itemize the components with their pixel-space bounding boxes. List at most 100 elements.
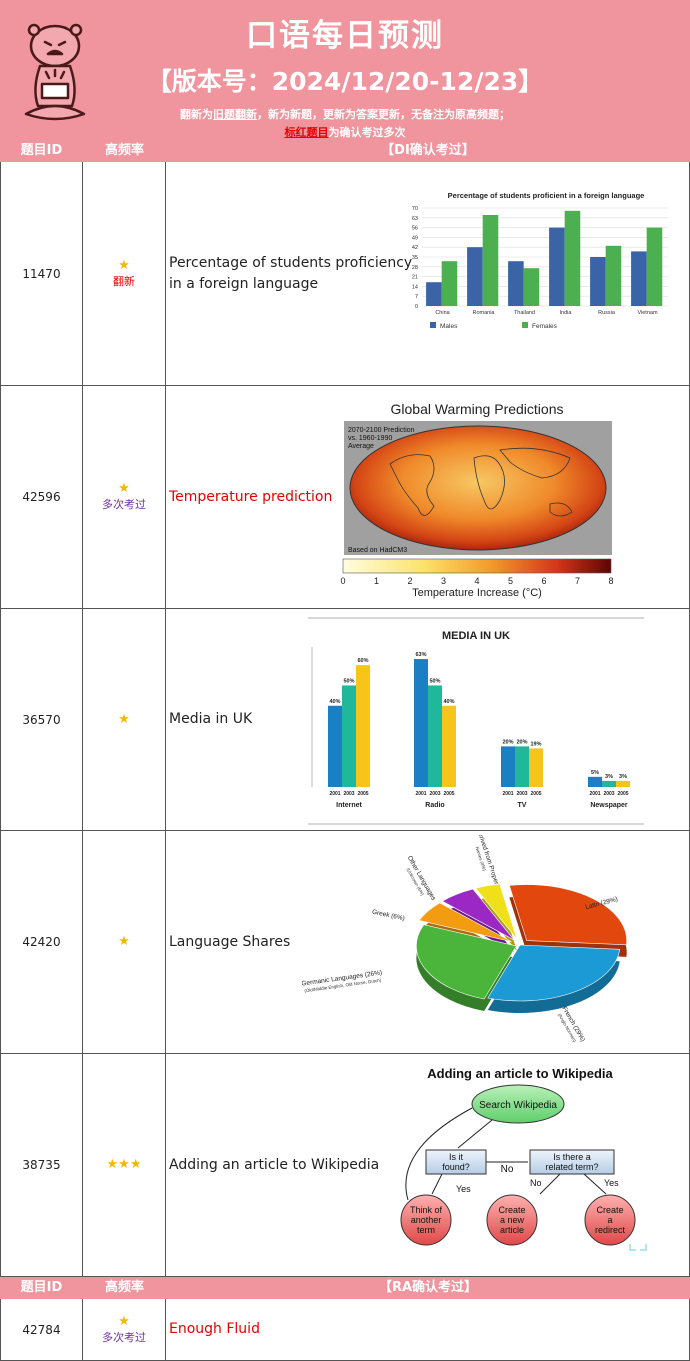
flow-related-node: Is there a: [553, 1152, 591, 1162]
mascot-icon: [24, 23, 86, 121]
wikipedia-flowchart: Adding an article to Wikipedia Search Wi…: [400, 1066, 647, 1251]
map-title: Global Warming Predictions: [391, 401, 564, 417]
bar-tv-2005: [529, 748, 543, 787]
star-icon: ★★★: [106, 1157, 142, 1172]
bar-males: [467, 247, 483, 306]
legend-swatch: [430, 322, 436, 328]
chart-title: MEDIA IN UK: [442, 630, 510, 642]
frequency-cell: ★: [83, 831, 166, 1053]
year-label: 2003: [429, 791, 440, 797]
pie-label: Greek (6%): [371, 909, 405, 923]
category-label: TV: [518, 802, 527, 809]
scale-label: Temperature Increase (°C): [412, 587, 542, 599]
col-topic-header: 【DI确认考过】: [381, 143, 475, 158]
x-tick-label: Russia: [598, 310, 616, 316]
data-label: 50%: [343, 678, 354, 684]
scale-tick-label: 6: [541, 576, 546, 586]
flow-search-node: Search Wikipedia: [479, 1100, 557, 1111]
year-label: 2001: [329, 791, 340, 797]
data-label: 19%: [530, 741, 541, 747]
topic-title[interactable]: Media in UK: [169, 711, 253, 727]
topic-title[interactable]: Enough Fluid: [169, 1321, 260, 1337]
flow-create-node: a new: [500, 1215, 525, 1225]
legend-note: 翻新为旧题翻新，新为新题，更新为答案更新，无备注为原高频题；: [180, 108, 510, 121]
star-icon: ★: [118, 481, 130, 496]
table-row: 42784 ★ 多次考过 Enough Fluid: [0, 1299, 690, 1361]
pie-slice: [487, 944, 621, 1002]
bar-tv-2001: [501, 746, 515, 787]
topic-title[interactable]: Temperature prediction: [169, 488, 333, 505]
year-label: 2001: [502, 791, 513, 797]
category-label: Radio: [425, 802, 444, 809]
bar-males: [590, 257, 606, 306]
question-id: 11470: [0, 162, 83, 385]
flow-redirect-node: redirect: [595, 1225, 626, 1235]
topic-cell: Enough Fluid: [166, 1299, 690, 1360]
y-tick-label: 35: [412, 255, 418, 261]
data-label: 40%: [443, 699, 454, 705]
topic-cell: Language Shares Latin (29%) French (29%)(…: [166, 831, 690, 1053]
topic-title[interactable]: Language Shares: [169, 933, 291, 950]
question-id: 38735: [0, 1054, 83, 1276]
flow-yes-label: Yes: [604, 1178, 619, 1188]
y-tick-label: 70: [412, 206, 418, 212]
legend-label: Females: [532, 323, 558, 330]
category-label: Newspaper: [590, 802, 628, 809]
frequency-cell: ★★★: [83, 1054, 166, 1276]
pie-slice: [416, 924, 517, 1000]
scale-tick-label: 7: [575, 576, 580, 586]
y-tick-label: 7: [415, 294, 418, 300]
bar-females: [564, 210, 581, 306]
col-freq-header: 高频率: [104, 143, 144, 158]
flow-title: Adding an article to Wikipedia: [427, 1066, 613, 1081]
flow-think-node: term: [417, 1225, 435, 1235]
star-icon: ★: [118, 711, 130, 727]
flow-yes-label: Yes: [456, 1184, 471, 1194]
pie-slice: [418, 902, 512, 943]
star-icon: ★: [118, 1313, 130, 1329]
legend-swatch: [522, 322, 528, 328]
y-tick-label: 56: [412, 226, 418, 232]
pie-slice: [441, 888, 515, 941]
star-icon: ★: [118, 934, 130, 949]
bar-males: [426, 282, 442, 306]
question-id: 42596: [0, 386, 83, 608]
frequency-cell: ★: [83, 609, 166, 830]
star-icon: ★: [118, 257, 130, 273]
scale-tick-label: 5: [508, 576, 513, 586]
bar-females: [646, 227, 663, 306]
question-id: 42420: [0, 831, 83, 1053]
topic-title[interactable]: Adding an article to Wikipedia: [169, 1156, 380, 1173]
scale-tick-label: 3: [441, 576, 446, 586]
col-topic-header: 【RA确认考过】: [378, 1280, 478, 1295]
flow-redirect-node: Create: [596, 1205, 623, 1215]
chart-title: Percentage of students proficient in a f…: [448, 191, 645, 200]
bar-internet-2001: [328, 705, 342, 787]
bar-males: [631, 251, 647, 306]
y-tick-label: 0: [415, 304, 418, 310]
media-uk-bar-chart: MEDIA IN UK 40% 2001 50% 2003 60% 2005 Internet…: [308, 617, 644, 825]
frequency-cell: ★ 多次考过: [83, 1299, 166, 1360]
y-tick-label: 14: [412, 284, 418, 290]
year-label: 2003: [603, 791, 614, 797]
year-label: 2005: [357, 791, 368, 797]
table-row: 42420 ★ Language Shares Latin (29%) Frenc…: [0, 831, 690, 1054]
flow-think-node: another: [411, 1215, 442, 1225]
col-id-header: 题目ID: [20, 143, 63, 158]
page-title: 口语每日预测: [246, 18, 444, 54]
flow-no-label: No: [530, 1178, 542, 1188]
data-label: 20%: [502, 739, 513, 745]
bar-females: [441, 261, 458, 306]
year-label: 2005: [617, 791, 628, 797]
x-tick-label: China: [435, 310, 450, 316]
tag-label: 多次考过: [102, 1330, 146, 1344]
table-row: 11470 ★ 翻新 Percentage of students profic…: [0, 162, 690, 386]
tag-label: 翻新: [113, 274, 135, 288]
x-tick-label: India: [560, 310, 573, 316]
page-header: 口语每日预测 【版本号：2024/12/20-12/23】 翻新为旧题翻新，新为…: [0, 0, 690, 140]
y-tick-label: 63: [412, 216, 418, 222]
topic-title[interactable]: Percentage of students proficiency in a f…: [169, 254, 413, 292]
expand-icon: [629, 1244, 647, 1251]
topic-cell: Percentage of students proficiency in a f…: [166, 162, 690, 385]
year-label: 2005: [443, 791, 454, 797]
